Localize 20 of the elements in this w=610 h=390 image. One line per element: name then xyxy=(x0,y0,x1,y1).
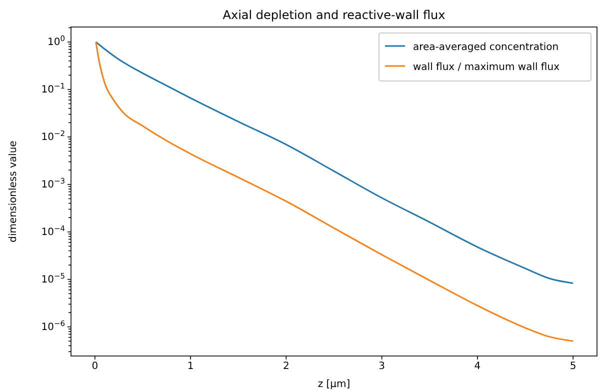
legend-label: area-averaged concentration xyxy=(413,42,559,53)
line-series xyxy=(95,41,574,342)
x-tick-label: 0 xyxy=(92,361,98,372)
x-tick-label: 1 xyxy=(187,361,194,372)
y-tick-label: 10$^{−5}$ xyxy=(41,271,66,286)
y-tick-label: 10$^{−3}$ xyxy=(41,176,66,191)
y-tick-label: 10$^{0}$ xyxy=(47,34,66,48)
x-tick-label: 3 xyxy=(378,361,386,372)
x-tick-label: 5 xyxy=(570,361,576,372)
y-axis-title: dimensionless value xyxy=(8,140,19,242)
line-series xyxy=(95,41,574,284)
y-tick-label: 10$^{−6}$ xyxy=(41,318,66,334)
chart-title: Axial depletion and reactive-wall flux xyxy=(222,8,446,22)
x-tick-label: 4 xyxy=(474,361,481,372)
y-tick-label: 10$^{−2}$ xyxy=(41,128,66,144)
y-tick-label: 10$^{−4}$ xyxy=(41,224,66,238)
legend-label: wall flux / maximum wall flux xyxy=(413,62,560,73)
y-tick-label: 10$^{−1}$ xyxy=(41,81,66,96)
x-tick-label: 2 xyxy=(282,361,290,372)
x-axis-title: z [μm] xyxy=(318,379,350,390)
